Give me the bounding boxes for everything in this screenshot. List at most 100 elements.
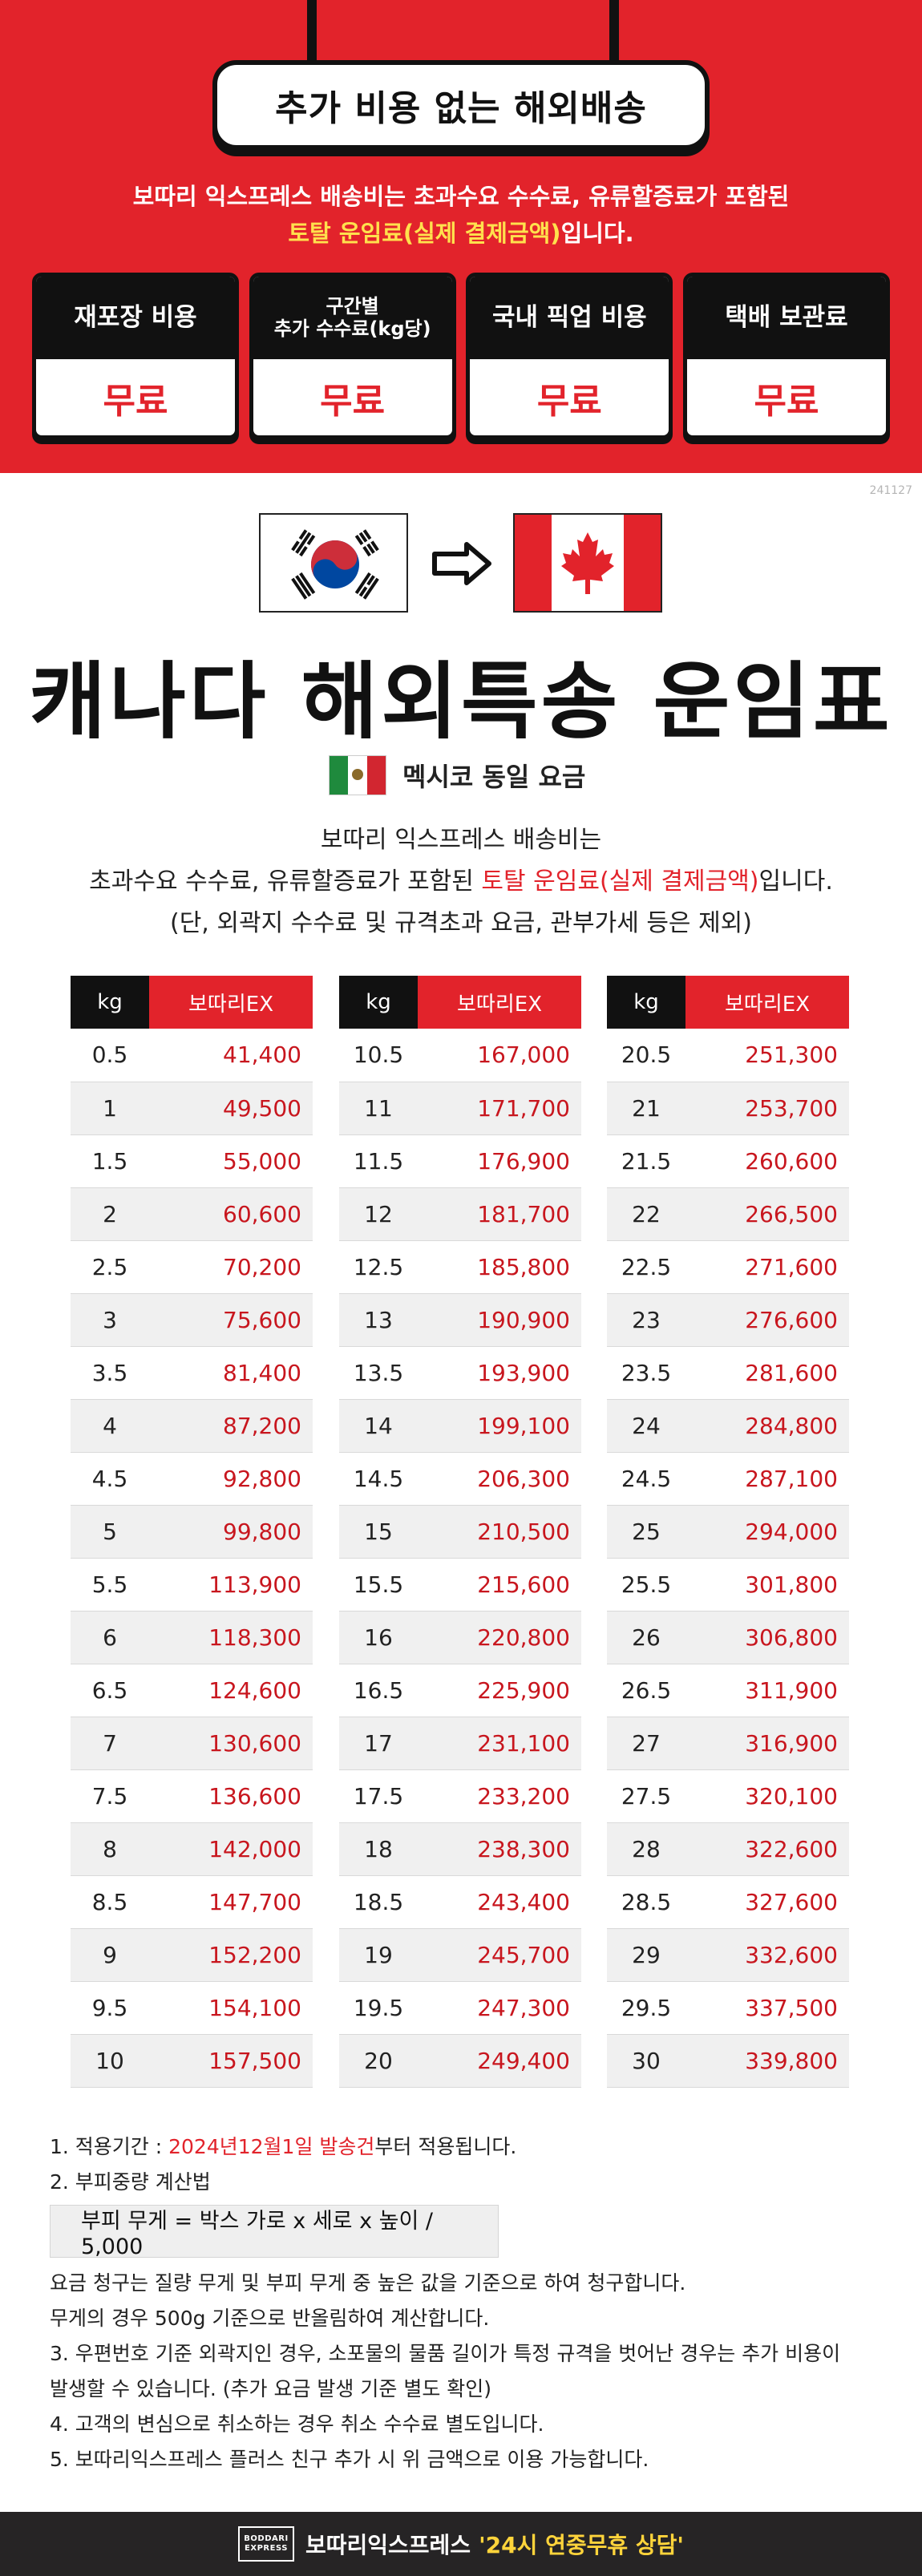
card-value: 무료 (536, 380, 602, 422)
price-cell: 294,000 (685, 1505, 849, 1559)
table-row: 3.5 81,400 (71, 1346, 313, 1400)
price-cell: 55,000 (149, 1134, 313, 1188)
table-row: 10.5 167,000 (339, 1029, 581, 1082)
table-row: 2.5 70,200 (71, 1240, 313, 1294)
table-row: 20 249,400 (339, 2034, 581, 2088)
card-label: 구간별 추가 수수료(kg당) (253, 277, 452, 359)
table-row: 27 316,900 (607, 1717, 849, 1770)
table-row: 17.5 233,200 (339, 1769, 581, 1823)
weight-cell: 10 (71, 2034, 149, 2088)
mexico-flag-icon (329, 755, 386, 795)
note-cancellation: 4. 고객의 변심으로 취소하는 경우 취소 수수료 별도입니다. (50, 2412, 544, 2436)
weight-cell: 12 (339, 1187, 418, 1241)
card-label: 재포장 비용 (36, 277, 235, 359)
table-row: 17 231,100 (339, 1717, 581, 1770)
note-volume-weight: 2. 부피중량 계산법 (50, 2170, 211, 2194)
banner-total-fare-highlight: 토탈 운임료(실제 결제금액) (288, 220, 561, 247)
price-cell: 206,300 (418, 1452, 581, 1506)
weight-cell: 21.5 (607, 1134, 685, 1188)
column-header-price: 보따리EX (149, 976, 313, 1029)
weight-cell: 30 (607, 2034, 685, 2088)
weight-cell: 11.5 (339, 1134, 418, 1188)
card-value: 무료 (103, 380, 168, 422)
weight-cell: 23 (607, 1293, 685, 1347)
price-cell: 238,300 (418, 1822, 581, 1876)
weight-cell: 18 (339, 1822, 418, 1876)
price-cell: 320,100 (685, 1769, 849, 1823)
table-row: 22.5 271,600 (607, 1240, 849, 1294)
weight-cell: 8.5 (71, 1875, 149, 1929)
table-row: 27.5 320,100 (607, 1769, 849, 1823)
note-rounding: 무게의 경우 500g 기준으로 반올림하여 계산합니다. (50, 2307, 490, 2330)
price-cell: 70,200 (149, 1240, 313, 1294)
table-row: 13.5 193,900 (339, 1346, 581, 1400)
weight-cell: 15.5 (339, 1558, 418, 1612)
table-row: 18 238,300 (339, 1822, 581, 1876)
table-row: 29.5 337,500 (607, 1981, 849, 2035)
weight-cell: 2.5 (71, 1240, 149, 1294)
price-cell: 152,200 (149, 1928, 313, 1982)
table-row: 22 266,500 (607, 1187, 849, 1241)
description-text: 입니다. (758, 867, 833, 896)
price-cell: 87,200 (149, 1399, 313, 1453)
total-fare-highlight: 토탈 운임료(실제 결제금액) (481, 867, 759, 896)
card-label: 국내 픽업 비용 (470, 277, 669, 359)
table-row: 12.5 185,800 (339, 1240, 581, 1294)
canada-flag-icon (513, 513, 662, 613)
weight-cell: 9 (71, 1928, 149, 1982)
table-row: 6.5 124,600 (71, 1664, 313, 1717)
weight-cell: 25 (607, 1505, 685, 1559)
price-cell: 339,800 (685, 2034, 849, 2088)
table-row: 25 294,000 (607, 1505, 849, 1559)
weight-cell: 6 (71, 1611, 149, 1664)
mexico-same-rate-label: 멕시코 동일 요금 (402, 762, 586, 792)
table-row: 8 142,000 (71, 1822, 313, 1876)
table-row: 18.5 243,400 (339, 1875, 581, 1929)
weight-cell: 24.5 (607, 1452, 685, 1506)
table-row: 28.5 327,600 (607, 1875, 849, 1929)
card-value: 무료 (320, 380, 386, 422)
price-cell: 147,700 (149, 1875, 313, 1929)
weight-cell: 14.5 (339, 1452, 418, 1506)
price-cell: 266,500 (685, 1187, 849, 1241)
weight-cell: 0.5 (71, 1029, 149, 1082)
price-cell: 118,300 (149, 1611, 313, 1664)
price-cell: 247,300 (418, 1981, 581, 2035)
table-row: 24.5 287,100 (607, 1452, 849, 1506)
table-row: 10 157,500 (71, 2034, 313, 2088)
price-cell: 316,900 (685, 1717, 849, 1770)
table-row: 1.5 55,000 (71, 1134, 313, 1188)
price-cell: 271,600 (685, 1240, 849, 1294)
description-exclusions: (단, 외곽지 수수료 및 규격초과 요금, 관부가세 등은 제외) (170, 909, 752, 937)
note-text: 부터 적용됩니다. (374, 2135, 517, 2158)
note-text: 1. 적용기간 : (50, 2135, 169, 2158)
weight-cell: 17.5 (339, 1769, 418, 1823)
price-cell: 284,800 (685, 1399, 849, 1453)
weight-cell: 20 (339, 2034, 418, 2088)
table-row: 24 284,800 (607, 1399, 849, 1453)
weight-cell: 16.5 (339, 1664, 418, 1717)
rate-table-0-5-10kg: kg 보따리EX 0.5 41,400 1 49,500 1.5 55,000 2 60,600… (71, 976, 313, 2088)
column-header-price: 보따리EX (418, 976, 581, 1029)
volume-weight-formula: 부피 무게 = 박스 가로 x 세로 x 높이 / 5,000 (50, 2205, 499, 2259)
price-cell: 113,900 (149, 1558, 313, 1612)
boddari-express-logo: BODDARI EXPRESS (237, 2526, 294, 2562)
banner-title: 추가 비용 없는 해외배송 (212, 60, 710, 150)
price-cell: 99,800 (149, 1505, 313, 1559)
weight-cell: 29.5 (607, 1981, 685, 2035)
price-cell: 199,100 (418, 1399, 581, 1453)
table-row: 16 220,800 (339, 1611, 581, 1664)
description-line2: 초과수요 수수료, 유류할증료가 포함된 토탈 운임료(실제 결제금액)입니다. (0, 861, 922, 896)
price-cell: 332,600 (685, 1928, 849, 1982)
weight-cell: 26.5 (607, 1664, 685, 1717)
weight-cell: 22.5 (607, 1240, 685, 1294)
table-row: 4 87,200 (71, 1399, 313, 1453)
weight-cell: 3.5 (71, 1346, 149, 1400)
table-row: 15.5 215,600 (339, 1558, 581, 1612)
price-cell: 311,900 (685, 1664, 849, 1717)
document-code: 241127 (869, 484, 912, 497)
weight-cell: 28 (607, 1822, 685, 1876)
price-cell: 190,900 (418, 1293, 581, 1347)
weight-cell: 15 (339, 1505, 418, 1559)
